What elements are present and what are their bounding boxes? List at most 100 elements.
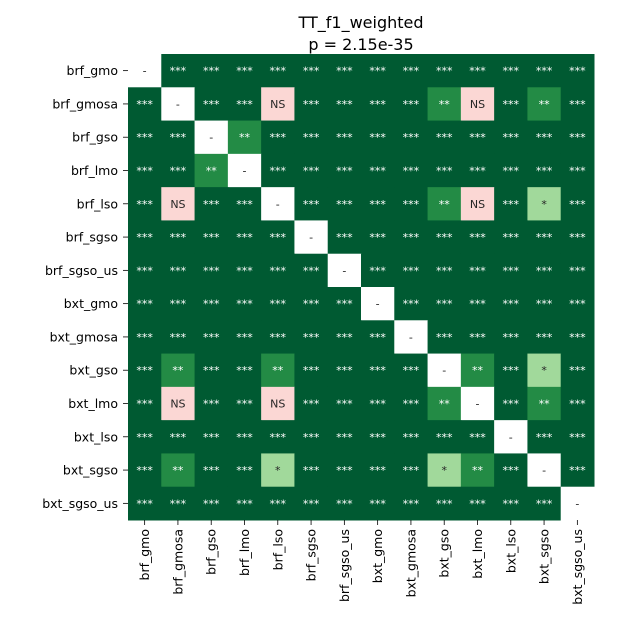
cell-annotation: *** bbox=[403, 431, 420, 444]
heatmap-cell bbox=[327, 120, 362, 155]
cell-annotation: *** bbox=[436, 231, 453, 244]
heatmap-cell bbox=[361, 120, 395, 155]
cell-annotation: NS bbox=[270, 98, 285, 111]
heatmap-cell bbox=[327, 54, 362, 88]
cell-annotation: *** bbox=[436, 431, 453, 444]
heatmap-cell bbox=[327, 353, 362, 388]
heatmap-cell bbox=[494, 320, 528, 355]
cell-annotation: *** bbox=[503, 198, 520, 211]
heatmap-cell bbox=[560, 486, 595, 521]
heatmap-cell bbox=[327, 220, 362, 255]
cell-annotation: *** bbox=[569, 364, 586, 377]
heatmap-cell bbox=[494, 153, 528, 188]
cell-annotation: *** bbox=[136, 364, 153, 377]
heatmap-cell bbox=[327, 287, 362, 321]
heatmap-cell bbox=[494, 386, 528, 421]
heatmap-cell bbox=[527, 153, 562, 188]
heatmap-cell bbox=[527, 420, 562, 454]
heatmap-cell bbox=[294, 320, 329, 355]
cell-annotation: *** bbox=[170, 231, 187, 244]
cell-annotation: * bbox=[541, 198, 547, 211]
cell-annotation: *** bbox=[469, 298, 486, 311]
cell-annotation: - bbox=[476, 398, 480, 411]
heatmap-cell bbox=[327, 320, 362, 355]
heatmap-cell bbox=[161, 220, 196, 255]
heatmap-cell bbox=[294, 253, 329, 288]
cell-annotation: *** bbox=[203, 497, 220, 510]
heatmap-cell bbox=[527, 87, 562, 122]
cell-annotation: *** bbox=[436, 131, 453, 144]
cell-annotation: - bbox=[542, 464, 546, 477]
heatmap-cell bbox=[460, 486, 495, 521]
cell-annotation: *** bbox=[303, 65, 320, 78]
heatmap-cell bbox=[494, 453, 528, 488]
x-tick-label: bxt_sgso bbox=[537, 529, 552, 584]
cell-annotation: *** bbox=[569, 431, 586, 444]
cell-annotation: *** bbox=[369, 364, 386, 377]
cell-annotation: *** bbox=[569, 464, 586, 477]
cell-annotation: *** bbox=[403, 398, 420, 411]
cell-annotation: *** bbox=[536, 231, 553, 244]
heatmap-cell bbox=[294, 120, 329, 155]
heatmap-cell bbox=[427, 486, 462, 521]
cell-annotation: *** bbox=[436, 65, 453, 78]
heatmap-cell bbox=[261, 220, 295, 255]
heatmap-cell bbox=[194, 453, 229, 488]
cell-annotation: *** bbox=[469, 131, 486, 144]
cell-annotation: *** bbox=[303, 264, 320, 277]
heatmap-cell bbox=[294, 153, 329, 188]
cell-annotation: *** bbox=[270, 497, 287, 510]
cell-annotation: - bbox=[243, 165, 247, 178]
heatmap-cell bbox=[494, 87, 528, 122]
heatmap-cell bbox=[560, 453, 595, 488]
cell-annotation: *** bbox=[503, 131, 520, 144]
cell-annotation: *** bbox=[136, 398, 153, 411]
cell-annotation: *** bbox=[336, 165, 353, 178]
heatmap-cell bbox=[494, 120, 528, 155]
cell-annotation: *** bbox=[303, 464, 320, 477]
heatmap-cell bbox=[261, 486, 295, 521]
cell-annotation: *** bbox=[303, 431, 320, 444]
cell-annotation: *** bbox=[236, 398, 253, 411]
cell-annotation: *** bbox=[303, 298, 320, 311]
heatmap-cell bbox=[194, 187, 229, 221]
heatmap-cell bbox=[560, 153, 595, 188]
heatmap-cell bbox=[427, 220, 462, 255]
heatmap-cell bbox=[128, 420, 162, 454]
heatmap-cell bbox=[128, 187, 162, 221]
heatmap-cell bbox=[460, 287, 495, 321]
heatmap-cell bbox=[261, 386, 295, 421]
cell-annotation: - bbox=[509, 431, 513, 444]
cell-annotation: *** bbox=[136, 331, 153, 344]
cell-annotation: *** bbox=[403, 198, 420, 211]
chart-subtitle: p = 2.15e-35 bbox=[308, 35, 413, 54]
cell-annotation: *** bbox=[203, 364, 220, 377]
cell-annotation: *** bbox=[403, 98, 420, 111]
heatmap-cell bbox=[394, 187, 429, 221]
heatmap-cell bbox=[527, 220, 562, 255]
heatmap-cells: - *** *** *** *** *** *** *** *** *** *** *** *** ***… bbox=[128, 54, 595, 521]
heatmap-cell bbox=[560, 320, 595, 355]
heatmap-cell bbox=[261, 153, 295, 188]
cell-annotation: ** bbox=[472, 364, 484, 377]
heatmap-cell bbox=[261, 187, 295, 221]
cell-annotation: ** bbox=[239, 131, 251, 144]
cell-annotation: *** bbox=[403, 231, 420, 244]
cell-annotation: *** bbox=[536, 497, 553, 510]
y-tick-label: brf_gso bbox=[72, 130, 118, 145]
cell-annotation: *** bbox=[369, 331, 386, 344]
heatmap-cell bbox=[194, 120, 229, 155]
heatmap-cell bbox=[527, 453, 562, 488]
cell-annotation: *** bbox=[569, 331, 586, 344]
x-tick-label: bxt_gmosa bbox=[403, 529, 418, 597]
heatmap-cell bbox=[327, 253, 362, 288]
cell-annotation: *** bbox=[503, 497, 520, 510]
cell-annotation: NS bbox=[470, 98, 485, 111]
cell-annotation: *** bbox=[536, 65, 553, 78]
heatmap-cell bbox=[161, 486, 196, 521]
heatmap-cell bbox=[427, 353, 462, 388]
cell-annotation: * bbox=[275, 464, 281, 477]
heatmap-cell bbox=[361, 253, 395, 288]
heatmap-cell bbox=[560, 54, 595, 88]
cell-annotation: *** bbox=[336, 331, 353, 344]
